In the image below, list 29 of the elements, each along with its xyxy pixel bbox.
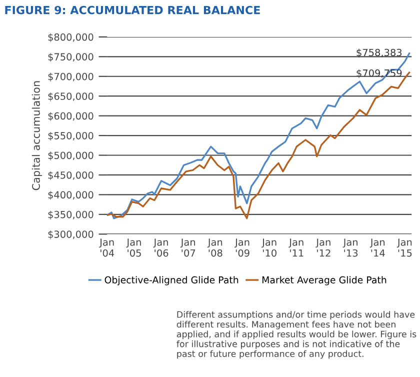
text: Different assumptions and/or time periods would have different results. Management fees have not been applied, and if applied results would be lower. Figure is for illustrative purposes and is not indicative of the past or future performance of any product. [176, 311, 416, 359]
x-tick-label: Jan '13 [342, 238, 358, 257]
legend-label: Market Average Glide Path [262, 276, 386, 286]
chart-title: FIGURE 9: ACCUMULATED REAL BALANCE [5, 6, 260, 14]
annotation: $758,383 [356, 48, 402, 58]
y-tick-label: $350,000 [48, 210, 94, 220]
legend-label: Objective-Aligned Glide Path [104, 276, 238, 286]
x-tick-label: Jan '14 [370, 238, 385, 257]
x-tick-label: Jan '07 [180, 238, 196, 257]
x-tick-label: Jan '11 [288, 238, 304, 257]
y-axis-title: Capital accumulation [32, 81, 42, 190]
x-tick-label: Jan '06 [153, 238, 168, 257]
y-tick-label: $650,000 [48, 92, 94, 102]
y-tick-label: $700,000 [48, 72, 94, 82]
y-tick-label: $500,000 [48, 152, 94, 160]
y-tick-label: $400,000 [48, 190, 94, 200]
x-tick-label: Jan '10 [262, 238, 276, 257]
y-tick-label: $300,000 [48, 230, 94, 240]
y-tick-label: $450,000 [48, 171, 94, 180]
y-tick-label: $800,000 [48, 33, 94, 42]
y-tick-label: $750,000 [48, 52, 94, 62]
x-tick-label: Jan '15 [396, 238, 412, 257]
y-tick-label: $550,000 [48, 132, 94, 141]
x-tick-label: Jan '04 [99, 238, 114, 257]
y-tick-label: $600,000 [48, 112, 94, 121]
x-tick-label: Jan '12 [316, 238, 330, 257]
x-tick-label: Jan '09 [234, 238, 250, 257]
x-tick-label: Jan '05 [126, 238, 141, 257]
x-tick-label: Jan '08 [207, 238, 222, 257]
